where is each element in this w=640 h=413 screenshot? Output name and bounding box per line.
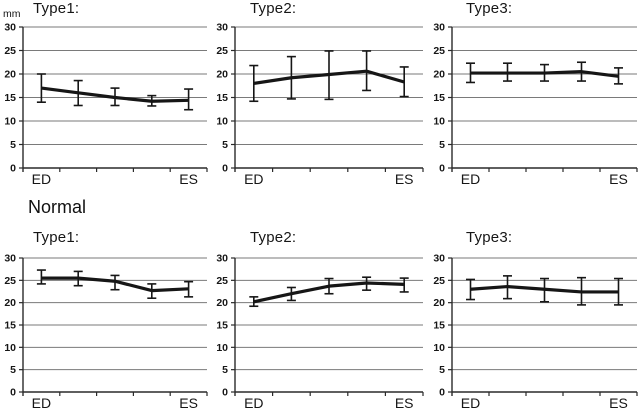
chart-title: Type2: (250, 229, 297, 246)
chart-top-type1: Type1: 0 5 10 15 20 25 30 ED ES (0, 0, 210, 190)
y-tick-label: 0 (222, 163, 228, 175)
y-tick-label: 10 (216, 342, 228, 354)
x-label-es: ES (609, 395, 628, 411)
y-tick-label: 15 (433, 320, 445, 332)
y-tick-label: 5 (439, 139, 445, 151)
chart-plot: 0 5 10 15 20 25 30 ED ES (216, 22, 424, 187)
chart-title: Type3: (466, 0, 513, 17)
y-tick-label: 30 (433, 22, 445, 34)
chart-title: Type2: (250, 0, 297, 17)
y-tick-label: 25 (433, 275, 445, 287)
series-line (253, 69, 405, 85)
y-tick-label: 0 (439, 387, 445, 399)
chart-normal-type3: Type3: 0 5 10 15 20 25 30 ED ES (429, 222, 640, 413)
y-tick-label: 0 (222, 387, 228, 399)
y-tick-label: 30 (4, 253, 16, 265)
x-label-es: ES (395, 395, 414, 411)
chart-plot: 0 5 10 15 20 25 30 ED ES (4, 22, 208, 187)
y-tick-label: 10 (4, 342, 16, 354)
y-tick-label: 0 (439, 163, 445, 175)
x-label-es: ES (179, 395, 198, 411)
chart-plot: 0 5 10 15 20 25 30 ED ES (4, 253, 208, 411)
y-tick-label: 0 (10, 163, 16, 175)
y-tick-label: 5 (10, 139, 16, 151)
y-tick-label: 25 (4, 45, 16, 57)
series-line (253, 281, 405, 304)
series-line (470, 284, 619, 294)
y-tick-label: 25 (216, 275, 228, 287)
x-label-ed: ED (244, 171, 263, 187)
section-label-normal: Normal (28, 197, 87, 217)
y-tick-label: 0 (10, 387, 16, 399)
y-tick-label: 30 (4, 22, 16, 34)
x-label-es: ES (179, 171, 198, 187)
y-tick-label: 20 (216, 297, 228, 309)
y-tick-label: 5 (439, 364, 445, 376)
chart-top-type3: Type3: 0 5 10 15 20 25 30 ED ES (429, 0, 640, 190)
chart-top-type2: Type2: 0 5 10 15 20 25 30 ED ES (212, 0, 426, 190)
y-tick-label: 10 (4, 116, 16, 128)
y-tick-label: 15 (4, 320, 16, 332)
y-tick-label: 15 (216, 92, 228, 104)
y-tick-label: 20 (433, 297, 445, 309)
x-label-ed: ED (461, 171, 480, 187)
y-tick-label: 5 (222, 139, 228, 151)
x-label-es: ES (395, 171, 414, 187)
y-tick-label: 5 (10, 364, 16, 376)
y-tick-label: 20 (4, 69, 16, 81)
series-line (41, 86, 189, 103)
y-tick-label: 15 (216, 320, 228, 332)
y-tick-label: 20 (216, 69, 228, 81)
series-line (41, 276, 189, 293)
x-label-ed: ED (461, 395, 480, 411)
chart-plot: 0 5 10 15 20 25 30 ED ES (433, 22, 638, 187)
y-tick-label: 15 (4, 92, 16, 104)
x-label-ed: ED (244, 395, 263, 411)
y-tick-label: 5 (222, 364, 228, 376)
x-label-es: ES (609, 171, 628, 187)
chart-normal-type2: Type2: 0 5 10 15 20 25 30 ED ES (212, 222, 426, 413)
chart-title: Type1: (33, 229, 80, 246)
chart-normal-type1: Type1: 0 5 10 15 20 25 30 ED ES (0, 222, 210, 413)
y-tick-label: 20 (433, 69, 445, 81)
chart-plot: 0 5 10 15 20 25 30 ED ES (433, 253, 638, 411)
y-tick-label: 30 (433, 253, 445, 265)
chart-title: Type3: (466, 229, 513, 246)
y-tick-label: 25 (433, 45, 445, 57)
x-label-ed: ED (32, 395, 51, 411)
chart-plot: 0 5 10 15 20 25 30 ED ES (216, 253, 424, 411)
y-tick-label: 30 (216, 22, 228, 34)
x-label-ed: ED (32, 171, 51, 187)
y-tick-label: 25 (216, 45, 228, 57)
y-tick-label: 10 (433, 342, 445, 354)
y-tick-label: 30 (216, 253, 228, 265)
y-tick-label: 15 (433, 92, 445, 104)
y-tick-label: 25 (4, 275, 16, 287)
series-line (470, 70, 619, 78)
y-axis-unit-label: mm (3, 8, 21, 20)
y-tick-label: 10 (433, 116, 445, 128)
y-tick-label: 10 (216, 116, 228, 128)
chart-title: Type1: (33, 0, 80, 17)
y-tick-label: 20 (4, 297, 16, 309)
